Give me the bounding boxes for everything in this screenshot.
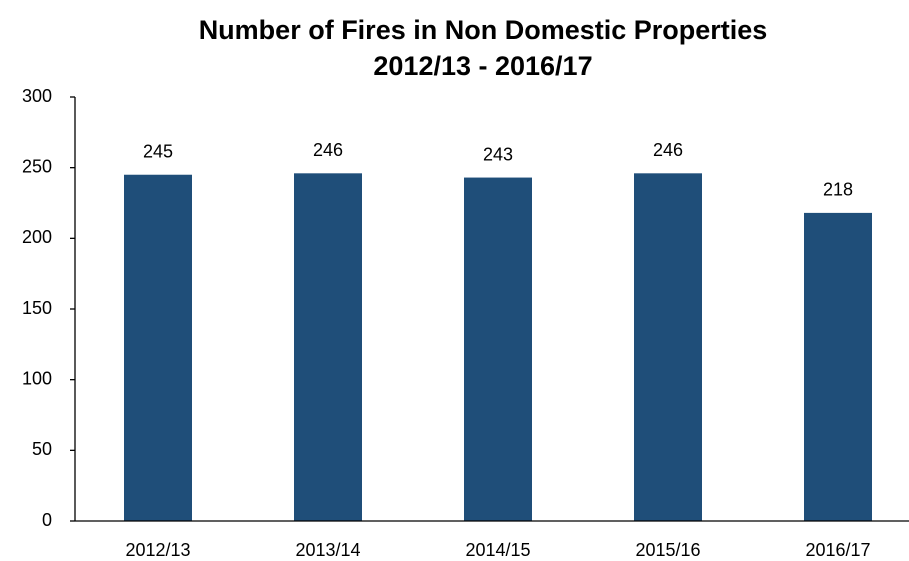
- data-label: 243: [483, 144, 513, 164]
- bar: [634, 173, 702, 521]
- y-tick-label: 100: [22, 368, 52, 388]
- y-tick-label: 150: [22, 298, 52, 318]
- bar: [464, 177, 532, 521]
- chart-title: Number of Fires in Non Domestic Properti…: [199, 15, 768, 45]
- x-tick-label: 2014/15: [465, 540, 530, 560]
- x-tick-label: 2016/17: [805, 540, 870, 560]
- y-tick-label: 250: [22, 156, 52, 176]
- data-label: 246: [313, 140, 343, 160]
- y-tick-label: 300: [22, 86, 52, 106]
- bar: [124, 174, 192, 521]
- data-label: 246: [653, 140, 683, 160]
- bar: [804, 212, 872, 522]
- data-label: 218: [823, 180, 853, 200]
- x-tick-label: 2013/14: [295, 540, 360, 560]
- bar: [294, 173, 362, 521]
- chart-title: 2012/13 - 2016/17: [373, 51, 592, 81]
- x-tick-label: 2015/16: [635, 540, 700, 560]
- data-label: 245: [143, 141, 173, 161]
- x-tick-label: 2012/13: [125, 540, 190, 560]
- y-tick-label: 200: [22, 227, 52, 247]
- y-tick-label: 50: [32, 439, 52, 459]
- y-tick-label: 0: [42, 510, 52, 530]
